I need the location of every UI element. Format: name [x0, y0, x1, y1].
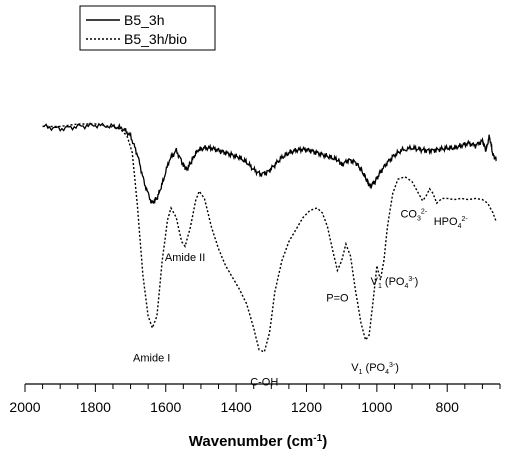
legend-box [79, 5, 216, 51]
annotation-amide-ii: Amide II [165, 252, 205, 264]
x-axis-title: Wavenumber (cm-1) [189, 433, 327, 450]
x-tick-label-1400: 1400 [221, 399, 252, 415]
annotation-layer: Amide I Amide II C-OH P=O V1 (PO43-) V1 (PO43… [133, 209, 468, 389]
annotation-hpo4: HPO42- [434, 216, 469, 230]
series-line-0 [42, 122, 497, 204]
legend-entry-0: B5_3h [124, 12, 164, 28]
annotation-v1-po4-a: V1 (PO43-) [351, 362, 399, 376]
annotation-amide-i: Amide I [133, 353, 170, 365]
x-tick-label-1000: 1000 [361, 399, 392, 415]
x-tick-label-1600: 1600 [150, 399, 181, 415]
legend: B5_3h B5_3h/bio [79, 5, 216, 51]
legend-entry-1: B5_3h/bio [124, 31, 187, 47]
annotation-p-o: P=O [326, 293, 349, 305]
annotation-co3: CO32- [400, 209, 427, 223]
series-line-1 [42, 123, 498, 353]
series-layer [42, 122, 498, 353]
x-tick-label-800: 800 [436, 399, 460, 415]
x-axis-ticks: 2000 1800 1600 1400 1200 1000 800 [9, 384, 501, 415]
annotation-c-oh: C-OH [250, 377, 278, 389]
annotation-v1-po4-b: V1 (PO43-) [371, 276, 419, 290]
x-tick-label-1200: 1200 [291, 399, 322, 415]
x-tick-label-1800: 1800 [80, 399, 111, 415]
x-tick-label-2000: 2000 [9, 399, 40, 415]
